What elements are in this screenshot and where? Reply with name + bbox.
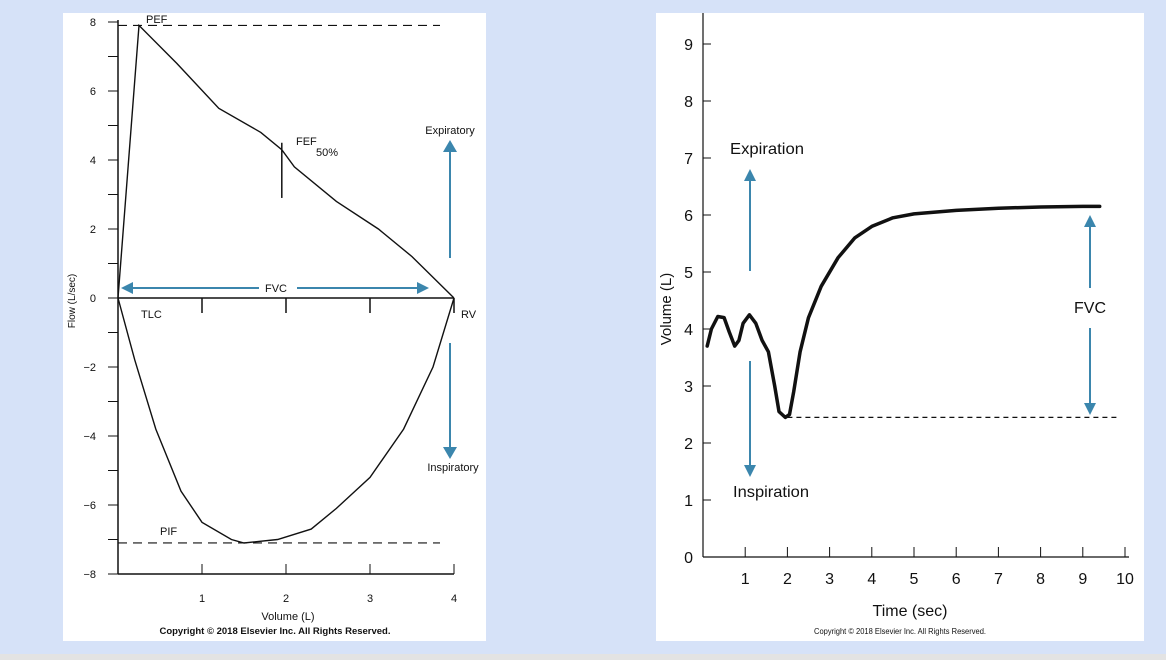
fvc-label: FVC — [265, 283, 287, 295]
inspiration-label: Inspiration — [733, 484, 809, 501]
x-tick-label: 4 — [451, 593, 457, 605]
y-tick-label: 9 — [684, 37, 693, 54]
y-tick-label: 2 — [90, 224, 96, 236]
y-axis-label: Flow (L/sec) — [67, 274, 78, 328]
y-tick-label: −2 — [83, 362, 96, 374]
expiratory-label: Expiratory — [425, 125, 475, 137]
expiratory-arrow-head — [443, 140, 457, 152]
inspiration-arrow-head — [744, 465, 756, 477]
expiration-label: Expiration — [730, 141, 804, 158]
y-tick-label: 1 — [684, 493, 693, 510]
copyright-left: Copyright © 2018 Elsevier Inc. All Right… — [159, 626, 390, 637]
y-tick-label: 7 — [684, 151, 693, 168]
y-tick-label: 3 — [684, 379, 693, 396]
y-tick-label: −8 — [83, 569, 96, 581]
y-tick-label: 8 — [90, 17, 96, 29]
tlc-label: TLC — [141, 309, 162, 321]
series-expiratory — [117, 23, 455, 299]
x-tick-label: 8 — [1036, 571, 1045, 588]
series-volume-time — [705, 204, 1102, 420]
x-tick-label: 4 — [867, 571, 876, 588]
y-tick-label: 6 — [684, 208, 693, 225]
inspiratory-arrow-head — [443, 447, 457, 459]
x-tick-label: 9 — [1078, 571, 1087, 588]
fvc-arrow-down-head — [1084, 403, 1096, 415]
fvc-arrow-right-head — [417, 282, 429, 294]
fvc-label-right: FVC — [1074, 300, 1106, 317]
series-inspiratory — [117, 297, 455, 544]
x-tick-label: 2 — [283, 593, 289, 605]
x-tick-label: 5 — [910, 571, 919, 588]
x-tick-label: 3 — [367, 593, 373, 605]
fvc-arrow-left-head — [121, 282, 133, 294]
pif-label: PIF — [160, 526, 177, 538]
volume-time-panel: 0 1 2 3 4 5 6 7 8 9 1 2 3 4 5 6 7 8 9 10 Expiration Inspira… — [656, 13, 1144, 641]
x-tick-label: 6 — [952, 571, 961, 588]
y-tick-label: −4 — [83, 431, 96, 443]
y-tick-label: 4 — [684, 322, 693, 339]
volume-time-chart: 0 1 2 3 4 5 6 7 8 9 1 2 3 4 5 6 7 8 9 10 Expiration Inspira… — [658, 13, 1134, 636]
copyright-right: Copyright © 2018 Elsevier Inc. All Right… — [814, 627, 986, 636]
y-tick-label: 0 — [90, 293, 96, 305]
y-tick-label: 5 — [684, 265, 693, 282]
x-tick-label: 1 — [199, 593, 205, 605]
flow-volume-panel: 8 6 4 2 0 −2 −4 −6 −8 1 2 3 4 PEF PIF FEF 50% FVC TL… — [63, 13, 486, 641]
y-tick-label: 8 — [684, 94, 693, 111]
x-tick-label: 10 — [1116, 571, 1134, 588]
x-tick-label: 3 — [825, 571, 834, 588]
fvc-arrow-up-head — [1084, 215, 1096, 227]
x-tick-label: 2 — [783, 571, 792, 588]
y-axis-label-right: Volume (L) — [658, 273, 675, 346]
fef-sub-label: 50% — [316, 147, 338, 159]
x-tick-label: 1 — [741, 571, 750, 588]
x-tick-label: 7 — [994, 571, 1003, 588]
x-axis-label: Volume (L) — [261, 611, 314, 623]
y-tick-label: 2 — [684, 436, 693, 453]
y-tick-label: 0 — [684, 550, 693, 567]
pef-label: PEF — [146, 14, 168, 26]
bottom-strip — [0, 654, 1166, 660]
y-tick-label: −6 — [83, 500, 96, 512]
x-axis-label-right: Time (sec) — [873, 603, 948, 620]
flow-volume-chart: 8 6 4 2 0 −2 −4 −6 −8 1 2 3 4 PEF PIF FEF 50% FVC TL… — [67, 14, 479, 637]
fef-label: FEF — [296, 136, 317, 148]
y-tick-label: 4 — [90, 155, 96, 167]
expiration-arrow-head — [744, 169, 756, 181]
inspiratory-label: Inspiratory — [427, 462, 479, 474]
rv-label: RV — [461, 309, 477, 321]
y-tick-label: 6 — [90, 86, 96, 98]
